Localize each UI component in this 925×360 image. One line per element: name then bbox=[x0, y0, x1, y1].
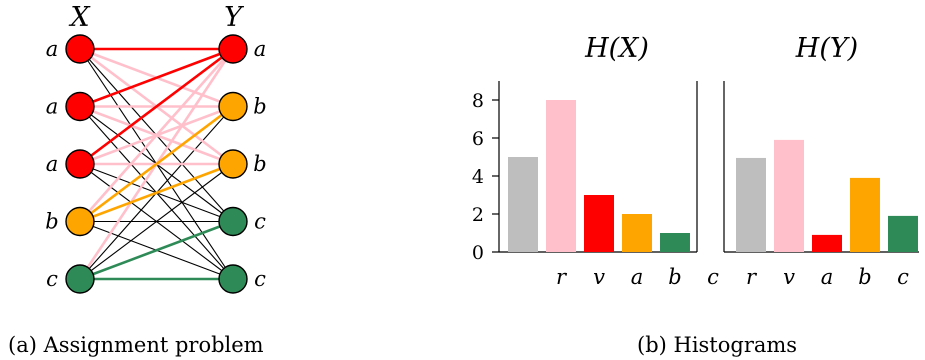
right-node-label: b bbox=[253, 152, 266, 176]
left-node-label: a bbox=[46, 95, 59, 119]
left-node-label: a bbox=[46, 37, 59, 61]
left-node bbox=[65, 206, 95, 237]
hy-bar bbox=[850, 177, 880, 252]
caption-b: (b) Histograms bbox=[637, 333, 797, 357]
left-node bbox=[65, 149, 95, 179]
y-tick-label: 8 bbox=[472, 90, 484, 112]
right-node-label: b bbox=[253, 95, 266, 119]
caption-a: (a) Assignment problem bbox=[8, 333, 264, 357]
right-node bbox=[218, 206, 248, 237]
hy-bar bbox=[812, 234, 842, 252]
hy-x-label: r bbox=[746, 265, 758, 289]
left-node bbox=[65, 264, 95, 294]
edge-match bbox=[79, 47, 234, 166]
left-node-label: b bbox=[45, 210, 58, 234]
hx-bar bbox=[584, 195, 614, 252]
hx-x-label: v bbox=[593, 265, 605, 289]
y-tick-label: 2 bbox=[472, 204, 484, 226]
assignment-graph: X Y a a a b c a b b c c (a) Assignment problem bbox=[8, 2, 267, 357]
graph-nodes: a a a b c a b b c c bbox=[45, 34, 267, 294]
edge-match bbox=[79, 162, 234, 223]
graph-edges bbox=[78, 47, 235, 281]
histogram-title-hx: H(X) bbox=[584, 33, 649, 64]
hx-x-label: a bbox=[631, 265, 644, 289]
left-node-label: c bbox=[46, 267, 58, 291]
hy-bar bbox=[888, 215, 918, 252]
right-node bbox=[218, 91, 248, 122]
left-node-label: a bbox=[46, 152, 59, 176]
hy-x-label: b bbox=[858, 265, 871, 289]
hx-bar bbox=[660, 233, 690, 252]
hy-x-label: c bbox=[897, 265, 909, 289]
edge-match bbox=[79, 220, 234, 281]
left-node bbox=[65, 34, 95, 64]
hx-x-label: c bbox=[707, 265, 719, 289]
right-column-header: Y bbox=[224, 2, 244, 33]
hy-bar bbox=[736, 157, 766, 252]
hy-bar bbox=[774, 139, 804, 252]
hx-x-label: r bbox=[556, 265, 568, 289]
left-column-header: X bbox=[68, 2, 91, 33]
right-node bbox=[218, 264, 248, 294]
hy-x-label: a bbox=[821, 265, 834, 289]
y-tick-label: 6 bbox=[472, 128, 484, 150]
bar-marks bbox=[508, 100, 918, 252]
hx-bar bbox=[622, 214, 652, 252]
edge-thin bbox=[79, 163, 234, 280]
right-node bbox=[218, 34, 248, 64]
hx-bar bbox=[546, 100, 576, 252]
edge-pink bbox=[79, 48, 234, 223]
right-node-label: c bbox=[254, 210, 266, 234]
left-node bbox=[65, 91, 95, 122]
hx-bar bbox=[508, 157, 538, 252]
hx-x-label: b bbox=[668, 265, 681, 289]
right-node bbox=[218, 149, 248, 179]
y-tick-label: 4 bbox=[472, 166, 484, 188]
histogram-title-hy: H(Y) bbox=[795, 33, 858, 64]
y-tick-label: 0 bbox=[472, 242, 484, 264]
edge-match bbox=[79, 47, 234, 108]
right-node-label: c bbox=[254, 267, 266, 291]
hy-x-label: v bbox=[783, 265, 795, 289]
right-node-label: a bbox=[254, 37, 267, 61]
edge-match bbox=[79, 105, 234, 223]
